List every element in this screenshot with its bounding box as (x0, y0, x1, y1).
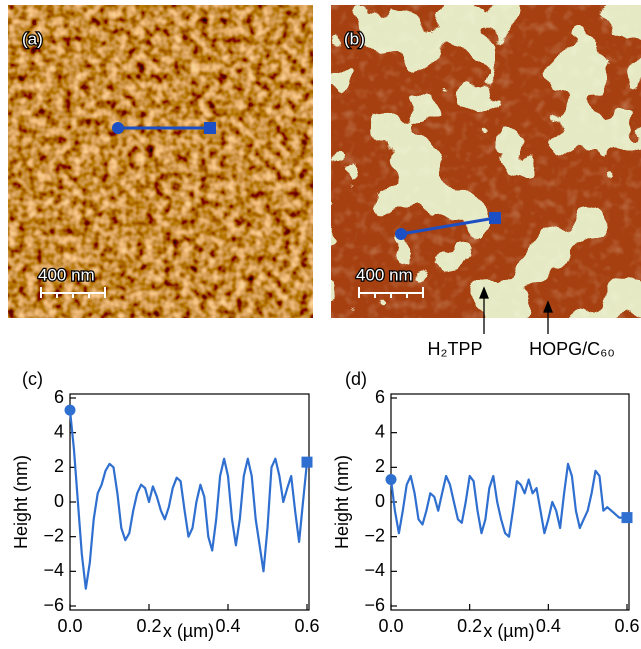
end-marker (621, 512, 633, 524)
y-tick-label: −6 (364, 595, 385, 615)
scale-bar-label: 400 nm (38, 265, 95, 284)
annotation: H₂TPP (428, 339, 483, 359)
y-tick-label: 2 (375, 456, 385, 476)
end-marker (301, 456, 313, 468)
y-tick-label: 4 (54, 421, 64, 441)
y-tick-label: −4 (364, 560, 385, 580)
start-marker (385, 473, 397, 485)
x-axis-label: x (µm) (163, 621, 214, 641)
y-axis-label: Height (nm) (11, 455, 31, 549)
plot-frame (69, 393, 310, 611)
profile-line (112, 122, 501, 240)
annotation-arrow (479, 286, 553, 334)
x-tick-label: 0.2 (457, 616, 482, 636)
x-tick-label: 0.2 (136, 616, 161, 636)
x-tick-label: 0.4 (215, 616, 240, 636)
y-tick-label: 0 (54, 491, 64, 511)
y-tick-label: −2 (364, 525, 385, 545)
scale-bar-label: 400 nm (356, 265, 413, 284)
x-tick-label: 0.6 (614, 616, 639, 636)
y-tick-label: −6 (43, 595, 64, 615)
y-tick-label: −2 (43, 525, 64, 545)
profile-line (68, 409, 309, 590)
start-marker (64, 404, 76, 416)
panel-label: (a) (22, 29, 43, 48)
x-axis-label: x (µm) (483, 621, 534, 641)
afm-image-a (8, 5, 313, 318)
afm-image-b (331, 5, 641, 318)
profile-line (389, 462, 627, 538)
y-tick-label: 0 (375, 491, 385, 511)
x-tick-label: 0.4 (536, 616, 561, 636)
y-tick-label: −4 (43, 560, 64, 580)
scale-bar (40, 287, 424, 298)
y-tick-label: 2 (54, 456, 64, 476)
y-tick-label: 6 (54, 387, 64, 407)
x-tick-label: 0.6 (294, 616, 319, 636)
panel-label: (c) (22, 369, 43, 389)
annotation: HOPG/C₆₀ (529, 339, 615, 359)
y-axis-label: Height (nm) (332, 455, 352, 549)
y-tick-label: 4 (375, 421, 385, 441)
x-tick-label: 0.0 (378, 616, 403, 636)
x-tick-label: 0.0 (57, 616, 82, 636)
panel-label: (d) (345, 369, 367, 389)
panel-label: (b) (344, 29, 365, 48)
plot-frame (390, 393, 630, 611)
y-tick-label: 6 (375, 387, 385, 407)
